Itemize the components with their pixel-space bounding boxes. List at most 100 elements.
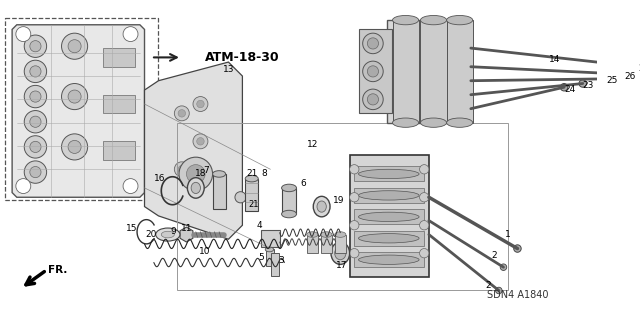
Circle shape bbox=[349, 220, 359, 230]
Circle shape bbox=[635, 63, 640, 70]
Ellipse shape bbox=[331, 242, 349, 264]
Circle shape bbox=[30, 91, 41, 102]
Circle shape bbox=[363, 33, 383, 54]
Bar bbox=[212, 174, 226, 209]
Circle shape bbox=[561, 84, 568, 91]
Circle shape bbox=[16, 179, 31, 194]
Circle shape bbox=[186, 165, 205, 183]
Bar bbox=[335, 234, 346, 253]
Ellipse shape bbox=[317, 201, 326, 212]
Ellipse shape bbox=[265, 247, 274, 252]
Ellipse shape bbox=[282, 210, 296, 218]
Ellipse shape bbox=[282, 184, 296, 192]
Text: 4: 4 bbox=[257, 221, 262, 230]
Text: 6: 6 bbox=[300, 179, 306, 188]
Text: 21: 21 bbox=[248, 200, 259, 209]
Circle shape bbox=[363, 89, 383, 110]
Text: 24: 24 bbox=[564, 85, 575, 93]
Ellipse shape bbox=[447, 15, 473, 25]
Text: 22: 22 bbox=[639, 64, 640, 73]
Circle shape bbox=[420, 249, 429, 258]
Bar bbox=[266, 249, 274, 266]
Circle shape bbox=[349, 165, 359, 174]
Text: 2: 2 bbox=[486, 281, 492, 290]
Circle shape bbox=[367, 38, 378, 49]
Ellipse shape bbox=[313, 196, 330, 217]
Text: 13: 13 bbox=[223, 65, 234, 74]
Circle shape bbox=[179, 157, 212, 191]
Text: 8: 8 bbox=[261, 169, 267, 178]
Circle shape bbox=[174, 106, 189, 121]
Circle shape bbox=[367, 66, 378, 77]
Bar bbox=[355, 167, 424, 182]
Ellipse shape bbox=[392, 118, 419, 127]
Ellipse shape bbox=[161, 231, 174, 238]
Ellipse shape bbox=[335, 247, 346, 260]
Circle shape bbox=[500, 264, 507, 271]
Bar bbox=[355, 209, 424, 224]
Bar bbox=[420, 20, 447, 123]
Circle shape bbox=[30, 41, 41, 52]
Circle shape bbox=[24, 35, 47, 57]
Circle shape bbox=[24, 136, 47, 158]
Ellipse shape bbox=[321, 232, 332, 237]
Circle shape bbox=[30, 167, 41, 178]
Text: ATM-18-30: ATM-18-30 bbox=[205, 51, 280, 64]
Bar bbox=[4, 18, 159, 200]
Circle shape bbox=[30, 116, 41, 127]
Polygon shape bbox=[349, 155, 429, 277]
Bar bbox=[261, 230, 280, 247]
Ellipse shape bbox=[212, 171, 226, 177]
Circle shape bbox=[68, 140, 81, 153]
Polygon shape bbox=[12, 25, 145, 197]
Bar bbox=[387, 20, 471, 123]
Text: 9: 9 bbox=[170, 227, 176, 236]
Text: 2: 2 bbox=[492, 251, 497, 261]
Circle shape bbox=[235, 192, 246, 203]
Ellipse shape bbox=[420, 15, 447, 25]
Text: 15: 15 bbox=[125, 224, 137, 233]
Ellipse shape bbox=[245, 175, 259, 182]
Text: 14: 14 bbox=[549, 55, 561, 64]
Ellipse shape bbox=[307, 232, 318, 237]
Bar bbox=[355, 231, 424, 246]
Text: 19: 19 bbox=[333, 196, 344, 204]
Ellipse shape bbox=[358, 234, 419, 243]
Circle shape bbox=[420, 220, 429, 230]
Bar bbox=[102, 141, 135, 160]
Circle shape bbox=[30, 141, 41, 152]
Ellipse shape bbox=[358, 191, 419, 200]
Bar bbox=[359, 29, 392, 113]
Circle shape bbox=[349, 193, 359, 202]
Bar bbox=[102, 48, 135, 67]
Bar bbox=[355, 188, 424, 203]
Circle shape bbox=[579, 80, 586, 87]
Text: 12: 12 bbox=[307, 140, 318, 149]
Circle shape bbox=[61, 134, 88, 160]
Circle shape bbox=[495, 287, 502, 294]
Circle shape bbox=[24, 60, 47, 83]
Circle shape bbox=[24, 161, 47, 183]
Polygon shape bbox=[180, 227, 193, 242]
Circle shape bbox=[61, 84, 88, 110]
Circle shape bbox=[16, 27, 31, 41]
Ellipse shape bbox=[358, 212, 419, 221]
Text: 11: 11 bbox=[180, 224, 192, 233]
Ellipse shape bbox=[188, 178, 204, 198]
Circle shape bbox=[68, 90, 81, 103]
Bar bbox=[392, 20, 419, 123]
Bar bbox=[245, 179, 259, 211]
Bar bbox=[177, 123, 508, 291]
Circle shape bbox=[602, 75, 610, 83]
Circle shape bbox=[420, 165, 429, 174]
Circle shape bbox=[621, 70, 628, 78]
Ellipse shape bbox=[420, 118, 447, 127]
Circle shape bbox=[420, 193, 429, 202]
Text: 23: 23 bbox=[582, 81, 594, 90]
Ellipse shape bbox=[156, 228, 180, 241]
Circle shape bbox=[363, 61, 383, 82]
Bar bbox=[321, 234, 332, 253]
Circle shape bbox=[24, 85, 47, 108]
Ellipse shape bbox=[191, 182, 200, 194]
Bar bbox=[355, 252, 424, 267]
